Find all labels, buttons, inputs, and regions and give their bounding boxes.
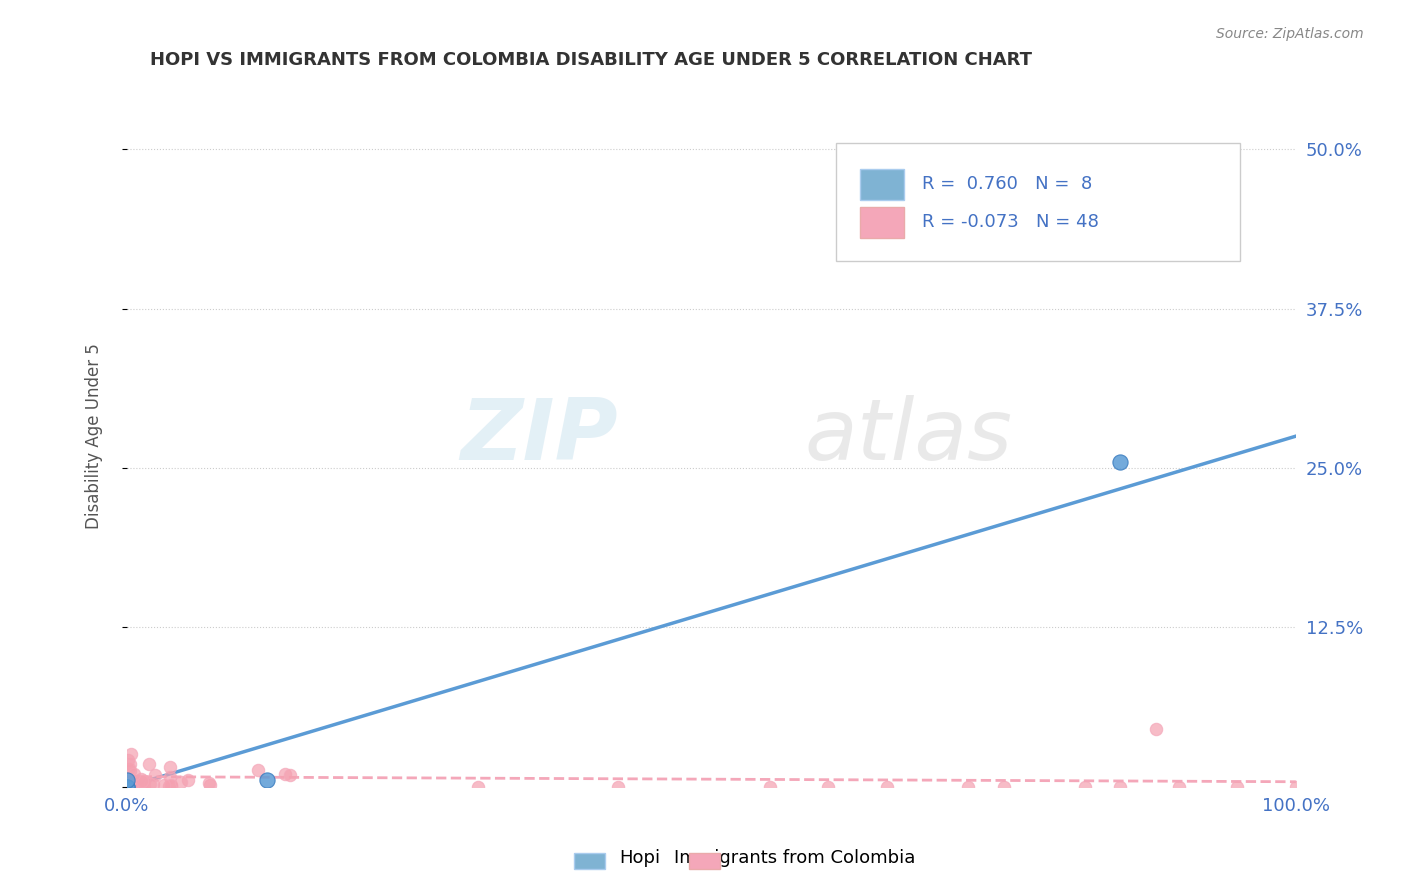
Point — [1167, 780, 1189, 794]
FancyBboxPatch shape — [860, 207, 904, 237]
Point — [127, 774, 149, 789]
Point — [1202, 219, 1225, 233]
Point — [159, 760, 181, 774]
Point — [117, 762, 139, 776]
Point — [131, 773, 153, 788]
Point — [138, 756, 160, 771]
Point — [817, 780, 839, 794]
Point — [118, 777, 141, 791]
Point — [153, 778, 176, 792]
Point — [1109, 455, 1132, 469]
Point — [993, 780, 1015, 794]
Point — [115, 780, 138, 794]
Point — [606, 780, 628, 794]
Point — [170, 775, 193, 789]
Point — [159, 779, 181, 793]
Point — [256, 773, 278, 788]
Point — [160, 779, 183, 793]
Point — [122, 774, 145, 789]
Text: R =  0.760   N =  8: R = 0.760 N = 8 — [922, 176, 1092, 194]
Point — [132, 776, 155, 790]
Point — [467, 780, 489, 794]
Point — [1285, 780, 1308, 794]
Point — [117, 753, 139, 767]
Point — [124, 779, 146, 793]
Point — [134, 774, 156, 789]
Text: atlas: atlas — [804, 394, 1012, 478]
Point — [120, 757, 142, 772]
Point — [1109, 780, 1132, 794]
Point — [115, 773, 138, 788]
Text: Hopi: Hopi — [619, 849, 661, 867]
Point — [145, 768, 167, 782]
FancyBboxPatch shape — [837, 143, 1240, 260]
Point — [957, 780, 980, 794]
Point — [1226, 780, 1249, 794]
Point — [177, 772, 200, 787]
Y-axis label: Disability Age Under 5: Disability Age Under 5 — [86, 343, 103, 529]
Point — [247, 763, 270, 777]
Text: ZIP: ZIP — [460, 394, 617, 478]
Point — [1144, 723, 1167, 737]
Text: HOPI VS IMMIGRANTS FROM COLOMBIA DISABILITY AGE UNDER 5 CORRELATION CHART: HOPI VS IMMIGRANTS FROM COLOMBIA DISABIL… — [150, 51, 1032, 69]
Point — [120, 747, 142, 761]
Point — [132, 774, 155, 789]
Point — [157, 780, 180, 794]
Point — [115, 780, 138, 794]
Point — [159, 771, 181, 785]
Text: R = -0.073   N = 48: R = -0.073 N = 48 — [922, 213, 1098, 231]
Point — [876, 780, 898, 794]
FancyBboxPatch shape — [860, 169, 904, 200]
Point — [200, 778, 222, 792]
Text: Immigrants from Colombia: Immigrants from Colombia — [673, 849, 915, 867]
Point — [759, 780, 782, 794]
Point — [125, 778, 148, 792]
Point — [120, 778, 142, 792]
Point — [278, 768, 301, 782]
Point — [139, 777, 162, 791]
Point — [273, 767, 295, 781]
Point — [122, 767, 145, 781]
Point — [198, 776, 221, 790]
Point — [142, 777, 165, 791]
Point — [1074, 780, 1097, 794]
Text: Source: ZipAtlas.com: Source: ZipAtlas.com — [1216, 27, 1364, 41]
Point — [132, 779, 155, 793]
Point — [129, 772, 152, 786]
Point — [118, 764, 141, 779]
